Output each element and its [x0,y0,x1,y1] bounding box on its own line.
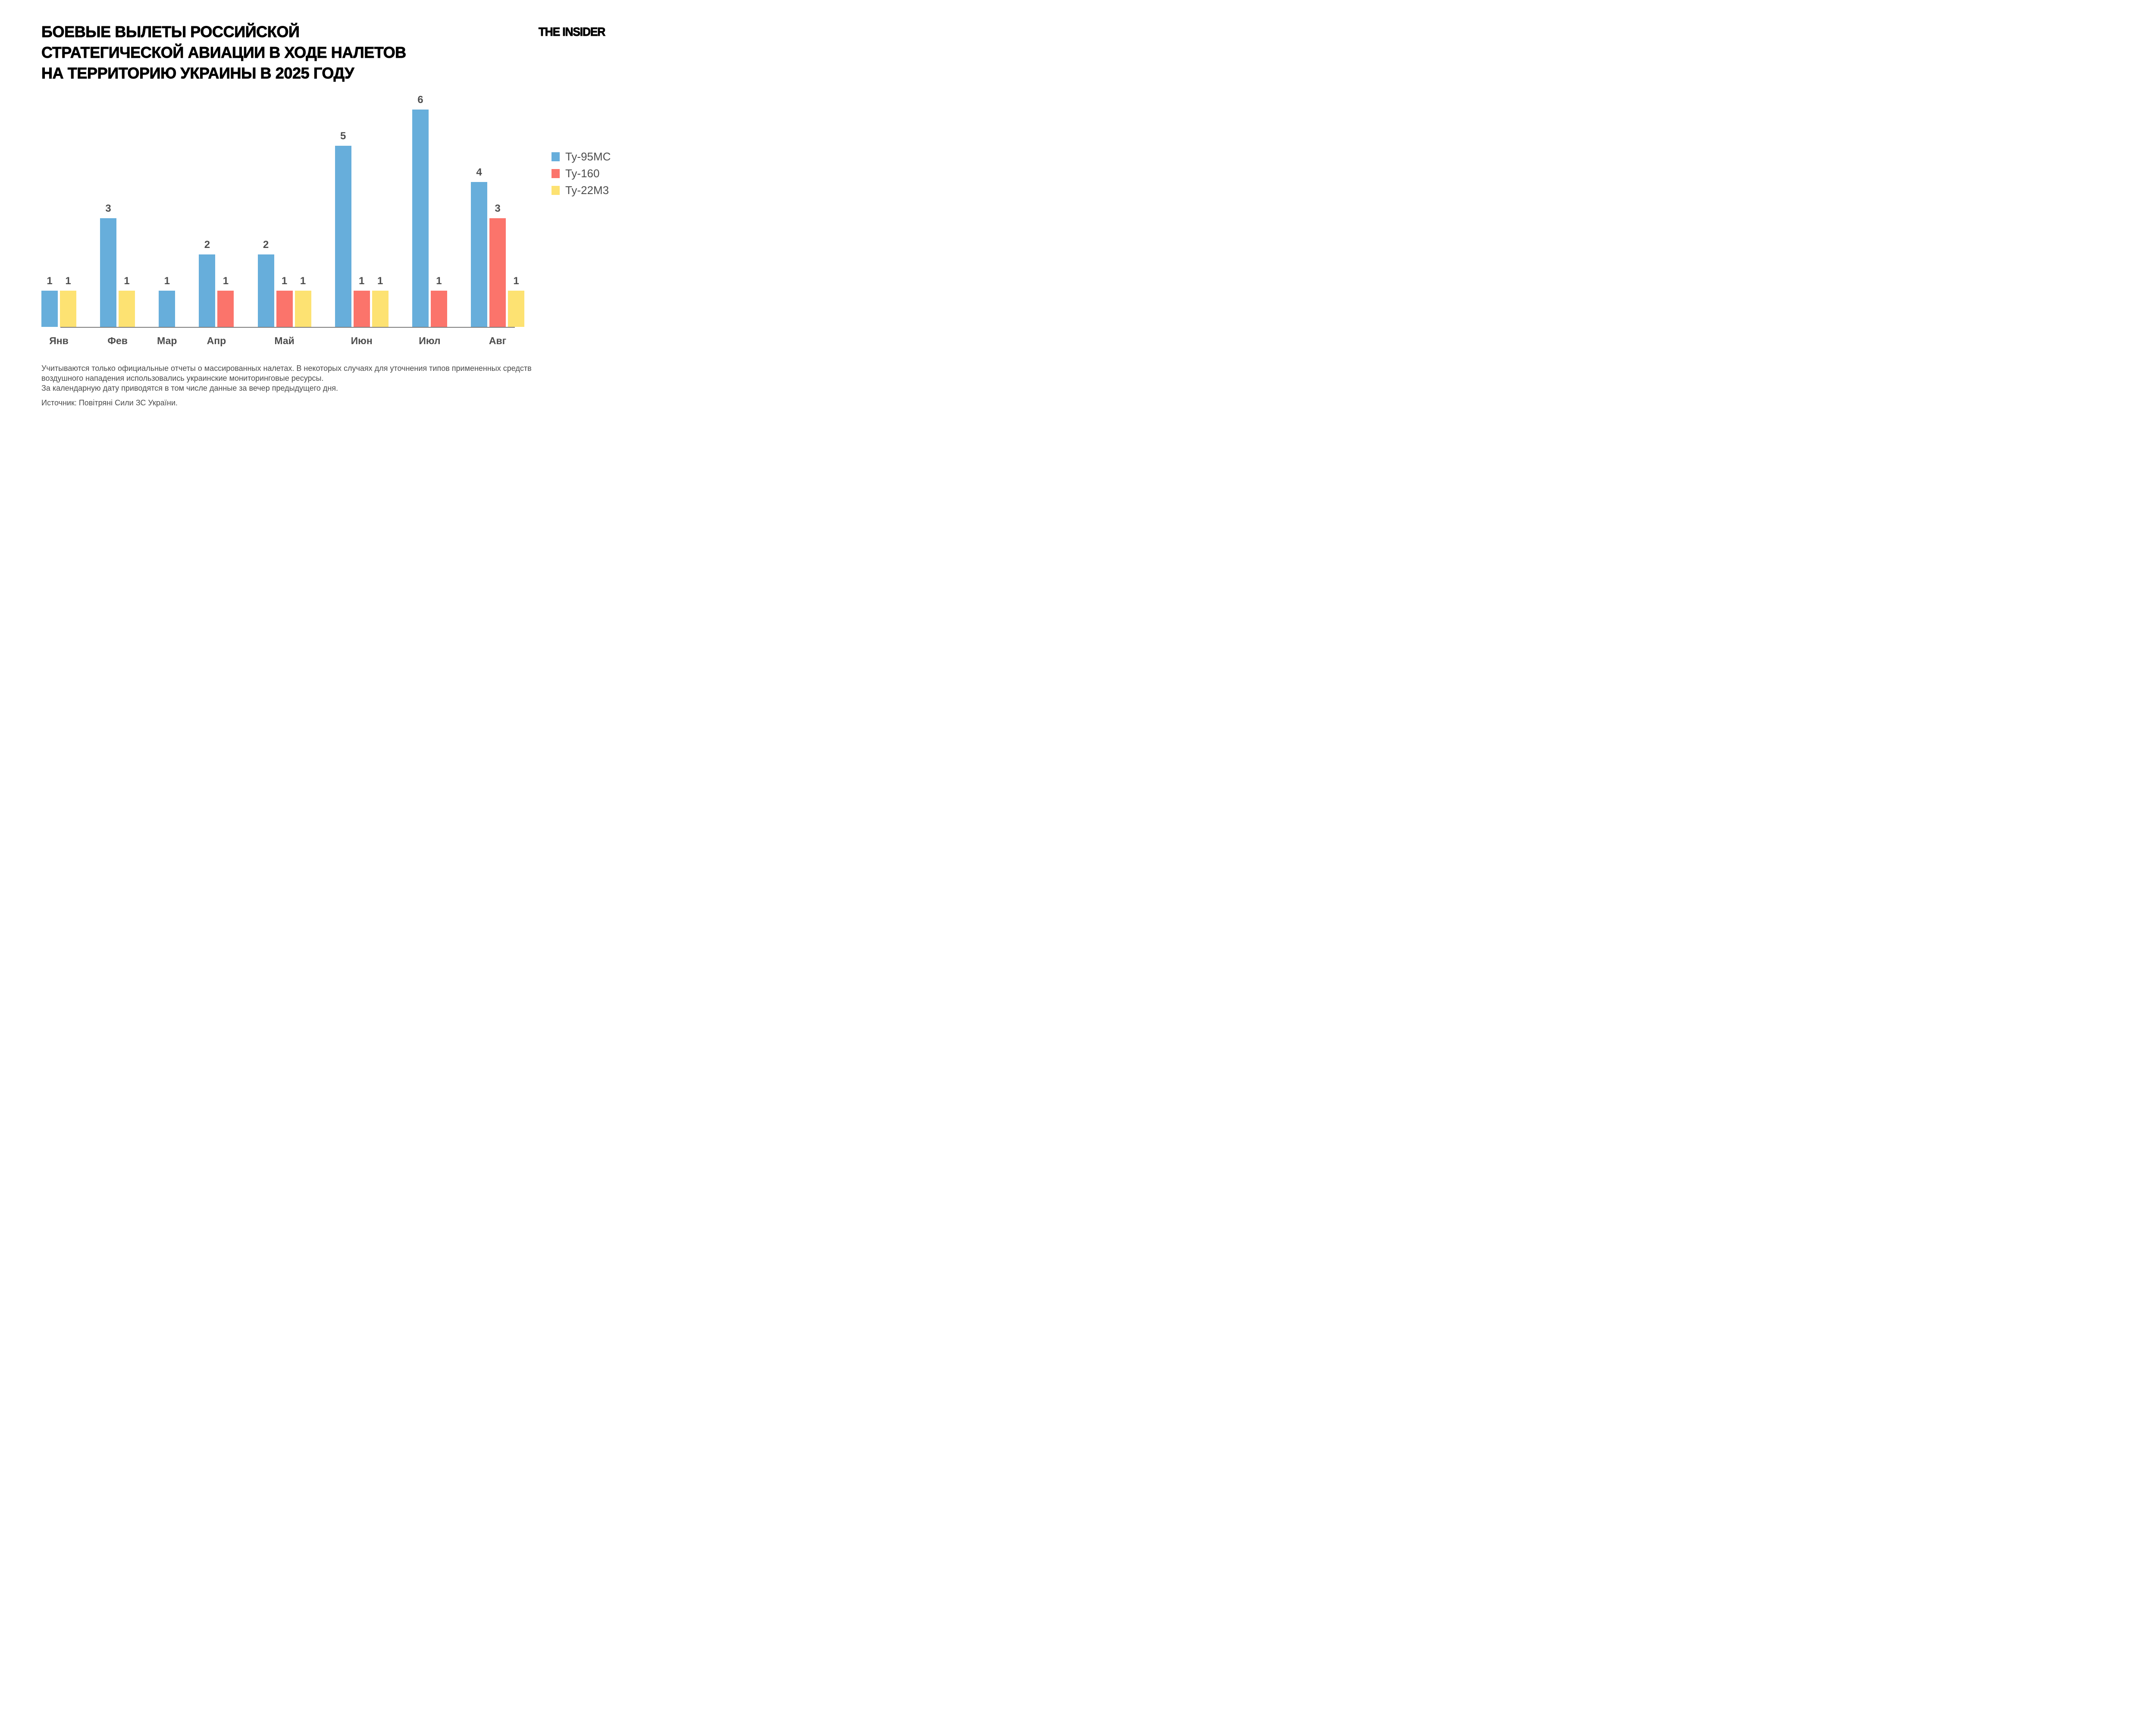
legend-label: Ту-22М3 [565,183,609,197]
bar-value-label: 1 [359,275,365,287]
month-label: Фев [107,335,128,346]
bar-value-label: 2 [204,239,210,251]
bar-value-label: 3 [105,203,111,214]
bar-group: 6 1 Июл [412,94,447,346]
source-line: Источник: Повітряні Сили ЗС України. [41,398,178,407]
bar-value-label: 1 [513,275,519,287]
bar-value-label: 1 [164,275,170,287]
bar: 1 [353,275,370,327]
bar: 1 [60,275,76,327]
month-label: Апр [207,335,226,346]
bar: 1 [119,275,135,327]
bar: 4 [471,166,487,327]
bar: 2 [199,239,216,327]
bar-chart: 1 1 Янв 3 1 Фев 1 Мар 2 1 Апр 2 1 1 Май 5 1 1 Июн 6 1 Июл 4 3 1 А… [41,85,524,346]
month-label: Июн [351,335,373,346]
legend-swatch-icon [552,152,560,161]
bar: 5 [335,130,351,327]
bar-value-label: 6 [417,94,423,106]
bar-value-label: 1 [300,275,306,287]
bar: 1 [430,275,447,327]
title-line-3: НА ТЕРРИТОРИЮ УКРАИНЫ В 2025 ГОДУ [41,64,354,82]
footnote-line-2: воздушного нападения использовались укра… [41,374,324,383]
bar-value-label: 5 [340,130,346,142]
footnote-line-3: За календарную дату приводятся в том чис… [41,384,338,392]
title-line-2: СТРАТЕГИЧЕСКОЙ АВИАЦИИ В ХОДЕ НАЛЕТОВ [41,44,407,62]
bar: 1 [276,275,293,327]
bar-group: 2 1 Апр [199,239,234,346]
bar: 1 [508,275,524,327]
bar-group: 2 1 1 Май [257,239,311,346]
footnote-line-1: Учитываются только официальные отчеты о … [41,364,532,373]
month-label: Май [274,335,295,346]
bar-value-label: 1 [281,275,288,287]
legend-item: Ту-160 [552,166,611,180]
bar: 1 [217,275,234,327]
legend-label: Ту-95МС [565,150,611,163]
month-label: Июл [419,335,441,346]
bar-value-label: 1 [377,275,383,287]
legend-swatch-icon [552,169,560,178]
month-label: Мар [157,335,177,346]
bar-value-label: 4 [476,166,482,178]
bar-group: 3 1 Фев [100,203,135,346]
legend: Ту-95МС Ту-160 Ту-22М3 [552,150,611,201]
bar: 1 [295,275,311,327]
title-line-1: БОЕВЫЕ ВЫЛЕТЫ РОССИЙСКОЙ [41,23,300,41]
bar-group: 5 1 1 Июн [335,130,389,346]
bar-value-label: 3 [495,203,501,214]
bar: 6 [412,94,429,327]
bar-value-label: 1 [436,275,442,287]
footnote: Учитываются только официальные отчеты о … [41,364,615,408]
legend-swatch-icon [552,185,560,195]
bar-value-label: 1 [47,275,53,287]
legend-label: Ту-160 [565,166,600,180]
bar-value-label: 1 [65,275,71,287]
brand-logo: THE INSIDER [538,25,605,39]
bar: 3 [489,203,506,327]
bar-value-label: 2 [263,239,269,251]
legend-item: Ту-22М3 [552,183,611,197]
bar: 2 [257,239,274,327]
bar-group: 4 3 1 Авг [471,166,524,346]
legend-item: Ту-95МС [552,150,611,163]
page-title: БОЕВЫЕ ВЫЛЕТЫ РОССИЙСКОЙ СТРАТЕГИЧЕСКОЙ … [41,22,407,84]
month-label: Авг [489,335,507,346]
bar-value-label: 1 [222,275,229,287]
bar: 3 [100,203,117,327]
x-axis-line [60,327,515,328]
bar-group: 1 1 Янв [41,275,76,346]
bar: 1 [372,275,389,327]
bar-value-label: 1 [124,275,130,287]
bar: 1 [159,275,175,327]
bar-group: 1 Мар [157,275,177,346]
month-label: Янв [49,335,69,346]
bar: 1 [41,275,58,327]
